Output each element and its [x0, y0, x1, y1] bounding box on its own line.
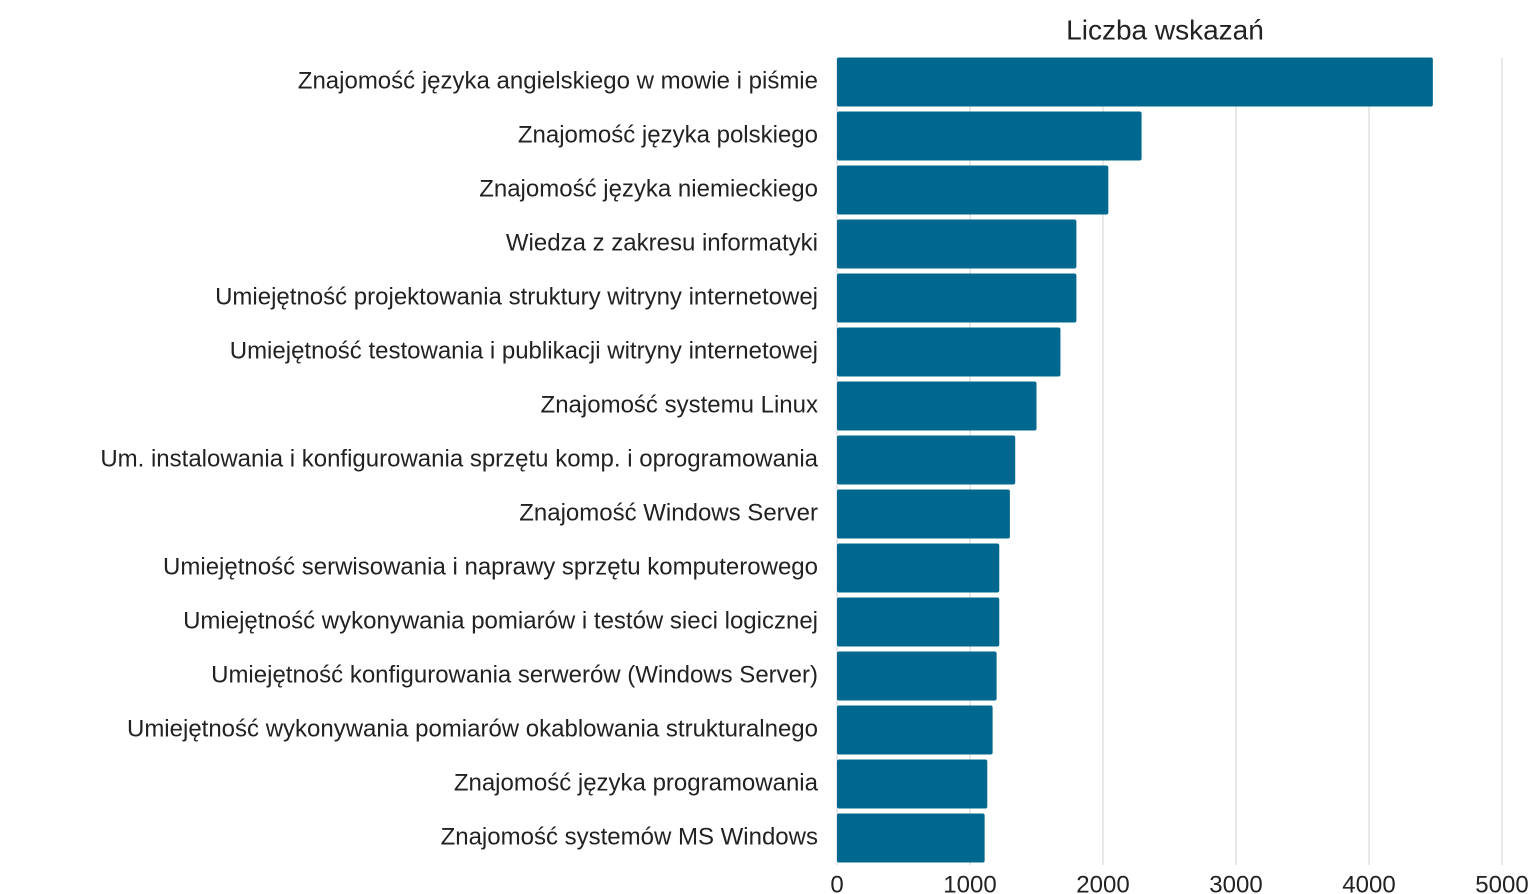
bar: [837, 705, 993, 755]
x-tick-label: 4000: [1342, 871, 1395, 894]
bar: [837, 597, 1000, 647]
y-tick-label: Znajomość Windows Server: [519, 499, 818, 526]
y-tick-label: Um. instalowania i konfigurowania sprzęt…: [100, 445, 818, 472]
y-tick-label: Wiedza z zakresu informatyki: [506, 229, 818, 256]
y-tick-label: Umiejętność wykonywania pomiarów okablow…: [127, 715, 818, 742]
bar: [837, 759, 988, 809]
bar: [837, 273, 1077, 323]
bar: [837, 489, 1010, 539]
y-tick-label: Umiejętność wykonywania pomiarów i testó…: [183, 607, 818, 634]
bar: [837, 57, 1433, 107]
x-tick-label: 2000: [1076, 871, 1129, 894]
bar: [837, 651, 997, 701]
y-tick-label: Umiejętność projektowania struktury witr…: [215, 283, 818, 310]
x-tick-label: 0: [830, 871, 843, 894]
x-tick-label: 5000: [1475, 871, 1528, 894]
bar: [837, 435, 1016, 485]
y-tick-label: Znajomość języka niemieckiego: [479, 175, 818, 202]
bar: [837, 165, 1109, 215]
bar: [837, 111, 1142, 161]
y-tick-label: Umiejętność testowania i publikacji witr…: [230, 337, 818, 364]
bar: [837, 327, 1061, 377]
bar: [837, 219, 1077, 269]
y-tick-label: Znajomość systemów MS Windows: [441, 823, 818, 850]
y-tick-label: Znajomość języka programowania: [454, 769, 819, 796]
bar: [837, 543, 1000, 593]
y-tick-label: Znajomość języka polskiego: [518, 121, 818, 148]
y-tick-label: Znajomość systemu Linux: [541, 391, 818, 418]
y-tick-label: Umiejętność konfigurowania serwerów (Win…: [211, 661, 818, 688]
y-tick-label: Umiejętność serwisowania i naprawy sprzę…: [163, 553, 818, 580]
bar: [837, 813, 985, 863]
chart-title: Liczba wskazań: [1066, 14, 1264, 45]
y-tick-label: Znajomość języka angielskiego w mowie i …: [298, 67, 818, 94]
x-tick-label: 1000: [943, 871, 996, 894]
x-tick-label: 3000: [1209, 871, 1262, 894]
bar: [837, 381, 1037, 431]
